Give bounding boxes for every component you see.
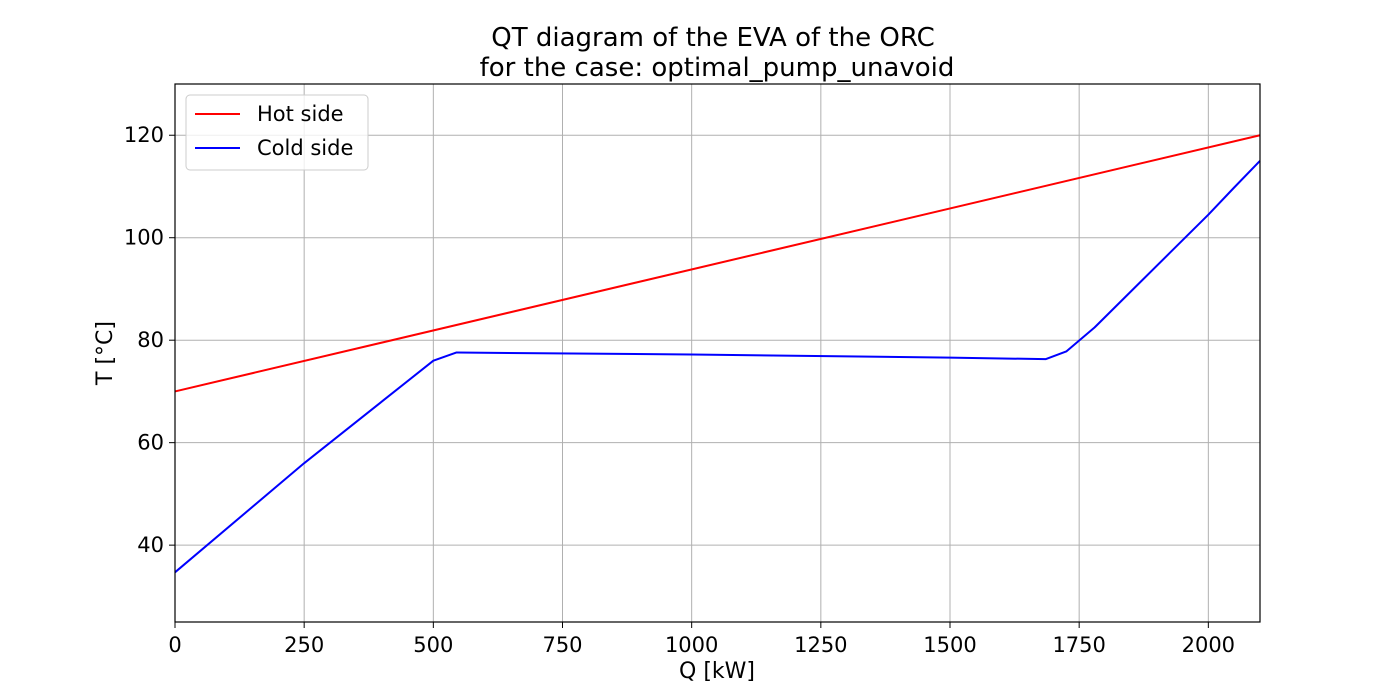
y-tick-label: 100 <box>124 226 164 250</box>
x-tick-label: 0 <box>168 633 181 657</box>
y-tick-label: 40 <box>137 533 164 557</box>
legend-label-cold-side: Cold side <box>257 136 353 160</box>
plot-series <box>174 134 1261 574</box>
x-tick-label: 1250 <box>794 633 847 657</box>
grid-lines <box>174 84 1260 622</box>
legend-label-hot-side: Hot side <box>257 102 344 126</box>
x-axis-label: Q [kW] <box>679 659 755 684</box>
chart-title-line-1: QT diagram of the EVA of the ORC <box>491 23 935 53</box>
chart-title-line-2: for the case: optimal_pump_unavoid <box>480 53 955 83</box>
x-tick-label: 1750 <box>1052 633 1105 657</box>
x-tick-label: 1500 <box>923 633 976 657</box>
x-tick-label: 500 <box>413 633 453 657</box>
y-tick-label: 80 <box>137 328 164 352</box>
plot-area-frame <box>174 83 1261 623</box>
x-tick-label: 2000 <box>1182 633 1235 657</box>
series-line-cold-side <box>174 160 1261 574</box>
y-tick-label: 120 <box>124 123 164 147</box>
series-line-hot-side <box>174 134 1261 393</box>
x-tick-label: 750 <box>542 633 582 657</box>
legend: Hot side Cold side <box>185 94 369 171</box>
y-tick-label: 60 <box>137 431 164 455</box>
x-tick-label: 250 <box>284 633 324 657</box>
x-tick-label: 1000 <box>665 633 718 657</box>
axis-ticks: 0 250 500 750 1000 1250 1500 1750 2000 40 60 80 100 1… <box>124 123 1235 657</box>
y-axis-label: T [°C] <box>93 321 118 386</box>
